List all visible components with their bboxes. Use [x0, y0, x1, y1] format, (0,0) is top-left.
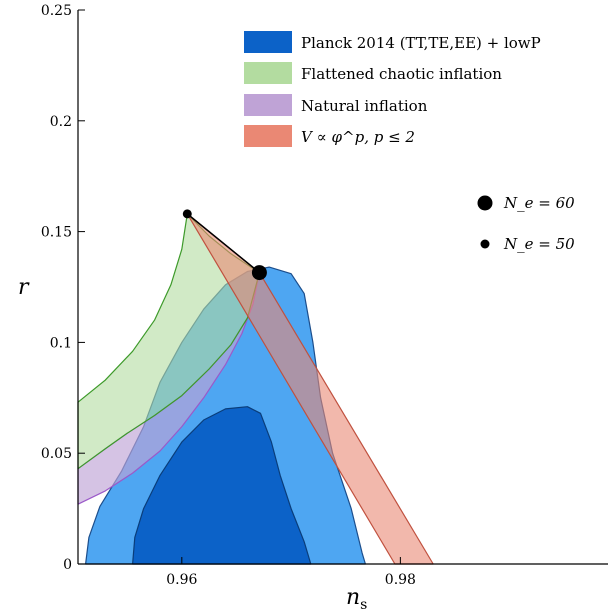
marker-legend-large	[477, 195, 493, 211]
chart-connector	[186, 213, 260, 274]
legend-swatch-power-law	[244, 125, 292, 147]
chart-regions	[77, 213, 434, 565]
legend-swatch-flattened	[244, 62, 292, 84]
y-tick-label: 0	[63, 557, 72, 573]
y-tick-label: 0.25	[41, 3, 72, 19]
legend-label-flattened: Flattened chaotic inflation	[301, 65, 502, 83]
marker-legend-small	[480, 239, 490, 249]
legend-label-planck: Planck 2014 (TT,TE,EE) + lowP	[301, 34, 541, 52]
region-planck-68	[132, 406, 312, 565]
x-tick-label: 0.96	[166, 572, 197, 588]
legend-label-power-law: V ∝ φ^p, p ≤ 2	[301, 128, 415, 146]
x-tick-label: 0.98	[385, 572, 416, 588]
y-axis-label: r	[18, 275, 30, 300]
marker-legend-label-60: N_e = 60	[503, 194, 575, 212]
chart-axes	[77, 10, 608, 565]
connector-line	[186, 213, 260, 274]
marker-legend-label-50: N_e = 50	[503, 235, 575, 253]
y-tick-label: 0.05	[41, 446, 72, 462]
legend-label-natural: Natural inflation	[301, 97, 428, 115]
y-tick-label: 0.2	[50, 114, 72, 130]
chart-markers	[182, 209, 267, 281]
marker-ne-60	[251, 265, 267, 281]
y-tick-label: 0.1	[50, 335, 72, 351]
x-axis-label-sub: s	[360, 597, 367, 612]
marker-legend: N_e = 60 N_e = 50	[477, 194, 575, 253]
y-tick-label: 0.15	[41, 225, 72, 241]
legend-swatch-natural	[244, 94, 292, 116]
legend-swatch-planck	[244, 31, 292, 53]
chart-ticks: 00.050.10.150.20.250.960.981	[41, 3, 416, 588]
x-axis-label-main: n	[346, 585, 360, 610]
x-axis-label: ns	[346, 585, 367, 612]
marker-ne-50	[182, 209, 192, 219]
legend: Planck 2014 (TT,TE,EE) + lowP Flattened …	[244, 31, 541, 147]
